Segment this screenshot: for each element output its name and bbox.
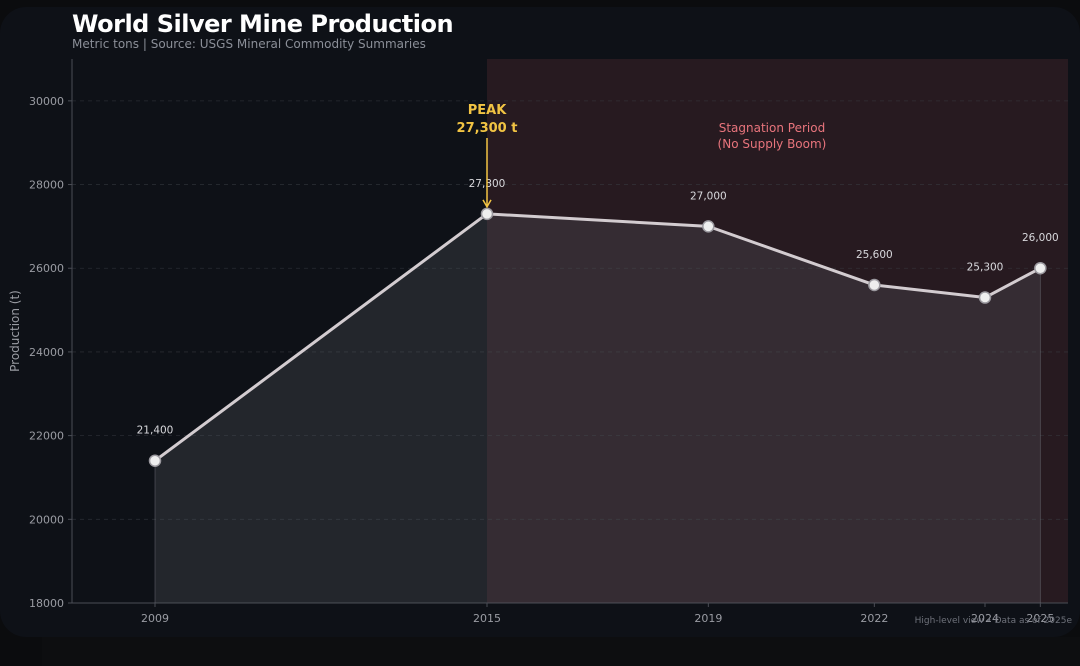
series-line — [154, 212, 1042, 462]
data-point — [702, 220, 715, 233]
data-label: 25,300 — [967, 262, 1004, 274]
data-point — [978, 291, 992, 304]
y-tick-label: 28000 — [29, 179, 64, 192]
x-tick-label: 2022 — [860, 612, 888, 625]
x-tick-label: 2024 — [971, 612, 999, 625]
data-label: 25,600 — [856, 249, 893, 261]
region-label-line2: (No Supply Boom) — [718, 137, 827, 151]
x-tick-label: 2015 — [473, 612, 501, 625]
peak-label-line1: PEAK — [468, 103, 507, 118]
area-fill — [155, 213, 1041, 604]
y-tick-label: 18000 — [29, 597, 64, 610]
data-point — [868, 278, 881, 292]
data-label: 21,400 — [137, 425, 174, 437]
data-label: 27,000 — [690, 190, 727, 202]
peak-arrow-head — [482, 199, 492, 209]
data-label: 26,000 — [1022, 232, 1059, 244]
chart-title: World Silver Mine Production — [72, 10, 454, 38]
y-tick-label: 22000 — [29, 430, 64, 443]
data-point — [148, 454, 162, 467]
peak-label-line2: 27,300 t — [457, 121, 518, 136]
region-label-line1: Stagnation Period — [719, 121, 825, 135]
stagnation-region — [487, 59, 1068, 603]
x-tick-label: 2009 — [141, 612, 169, 625]
y-axis-title: Production (t) — [8, 290, 22, 372]
chart-subtitle: Metric tons | Source: USGS Mineral Commo… — [72, 37, 426, 51]
x-tick-label: 2019 — [694, 612, 722, 625]
y-tick-label: 30000 — [29, 95, 64, 108]
footnote: High-level view • Data as of 2025e — [914, 616, 1072, 626]
data-point — [1034, 261, 1047, 275]
bottom-strip — [42, 637, 1080, 666]
x-tick-label: 2025 — [1026, 612, 1054, 625]
y-tick-label: 20000 — [29, 513, 64, 526]
data-point — [480, 207, 494, 221]
y-tick-label: 24000 — [29, 346, 64, 359]
y-tick-label: 26000 — [29, 262, 64, 275]
